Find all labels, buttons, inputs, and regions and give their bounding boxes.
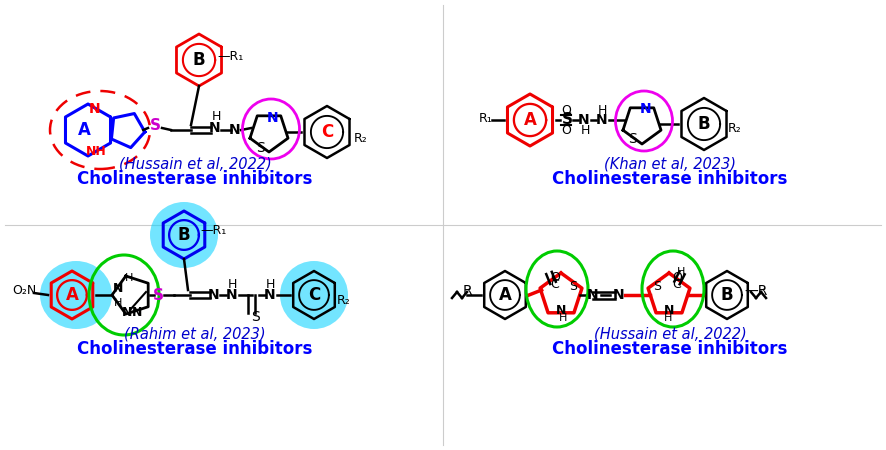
Text: B: B [192,51,206,69]
Text: R₁: R₁ [479,112,493,125]
Text: S: S [653,280,661,292]
Text: (Hussain et al, 2022): (Hussain et al, 2022) [119,157,271,171]
Text: N: N [268,111,279,125]
Text: N: N [229,123,241,137]
Text: R₂: R₂ [338,293,351,306]
Text: A: A [499,286,511,304]
Text: S: S [150,118,160,134]
Text: Cholinesterase inhibitors: Cholinesterase inhibitors [552,340,788,358]
Text: S: S [152,288,164,302]
Text: O: O [672,271,682,284]
Text: N: N [208,288,220,302]
Text: H: H [228,279,237,292]
Text: Cholinesterase inhibitors: Cholinesterase inhibitors [77,170,313,188]
Text: A: A [78,121,90,139]
Text: H: H [265,279,275,292]
Text: A: A [66,286,79,304]
Text: O₂N: O₂N [12,284,36,297]
Text: NH: NH [85,145,106,158]
Text: N: N [89,102,100,116]
Text: —R: —R [744,284,767,298]
Text: H: H [597,104,607,117]
Ellipse shape [150,202,218,268]
Text: B: B [720,286,734,304]
Text: (Rahim et al, 2023): (Rahim et al, 2023) [124,327,266,342]
Text: N: N [209,121,221,135]
Text: R₂: R₂ [354,131,368,144]
Text: Cholinesterase inhibitors: Cholinesterase inhibitors [77,340,313,358]
Text: N: N [613,288,625,302]
Text: S: S [629,132,637,146]
Text: H: H [664,313,672,323]
Text: N: N [132,306,142,319]
Text: C: C [321,123,333,141]
Text: N: N [664,304,674,317]
Text: N: N [596,113,608,127]
Text: N: N [579,113,590,127]
Text: R: R [462,284,472,298]
Text: (Khan et al, 2023): (Khan et al, 2023) [604,157,736,171]
Text: R₂: R₂ [728,122,742,135]
Text: B: B [697,115,711,133]
Text: C: C [307,286,320,304]
Text: H: H [559,313,567,323]
Text: N: N [121,306,132,319]
Text: N: N [641,102,652,116]
Text: C: C [672,278,681,291]
Text: H: H [113,298,122,308]
Text: Cholinesterase inhibitors: Cholinesterase inhibitors [552,170,788,188]
Text: B: B [178,226,190,244]
Text: N: N [264,288,276,302]
Text: O: O [550,271,560,284]
Text: N: N [226,288,237,302]
Text: S: S [562,112,572,127]
Text: S: S [252,310,260,324]
Text: H: H [212,111,221,123]
Text: N: N [587,288,599,302]
Text: O: O [561,123,571,136]
Text: H: H [580,125,590,138]
Text: H: H [677,267,685,277]
Text: —R₁: —R₁ [201,225,227,238]
Text: S: S [569,280,577,292]
Text: —R₁: —R₁ [218,50,245,63]
Text: C: C [550,278,559,291]
Text: N: N [556,304,566,317]
Text: H: H [125,273,133,283]
Ellipse shape [280,261,348,329]
Text: N: N [113,282,123,294]
Text: O: O [561,104,571,117]
Text: A: A [524,111,536,129]
Ellipse shape [40,261,112,329]
Text: S: S [257,140,266,155]
Text: (Hussain et al, 2022): (Hussain et al, 2022) [594,327,746,342]
